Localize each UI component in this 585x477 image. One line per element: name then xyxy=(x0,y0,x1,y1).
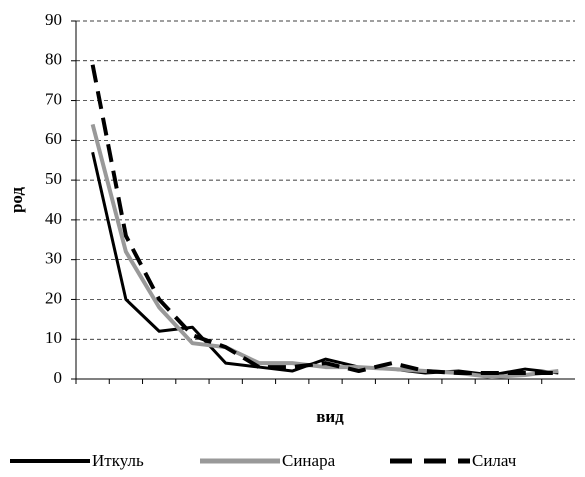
legend-label: Синара xyxy=(282,451,336,470)
x-axis-label: вид xyxy=(316,407,344,426)
y-tick-label: 60 xyxy=(45,129,62,148)
legend-label: Иткуль xyxy=(92,451,144,470)
series-line xyxy=(90,64,559,376)
y-tick-label: 80 xyxy=(45,50,62,69)
series-line xyxy=(91,151,559,377)
y-axis-label: род xyxy=(7,187,26,213)
y-tick-label: 20 xyxy=(45,288,62,307)
series-line xyxy=(90,123,559,380)
legend-label: Силач xyxy=(472,451,517,470)
y-tick-label: 70 xyxy=(45,89,62,108)
y-tick-label: 0 xyxy=(54,368,63,387)
y-tick-label: 30 xyxy=(45,249,62,268)
y-tick-label: 50 xyxy=(45,169,62,188)
y-tick-label: 90 xyxy=(45,10,62,29)
y-tick-label: 40 xyxy=(45,209,62,228)
y-tick-label: 10 xyxy=(45,328,62,347)
